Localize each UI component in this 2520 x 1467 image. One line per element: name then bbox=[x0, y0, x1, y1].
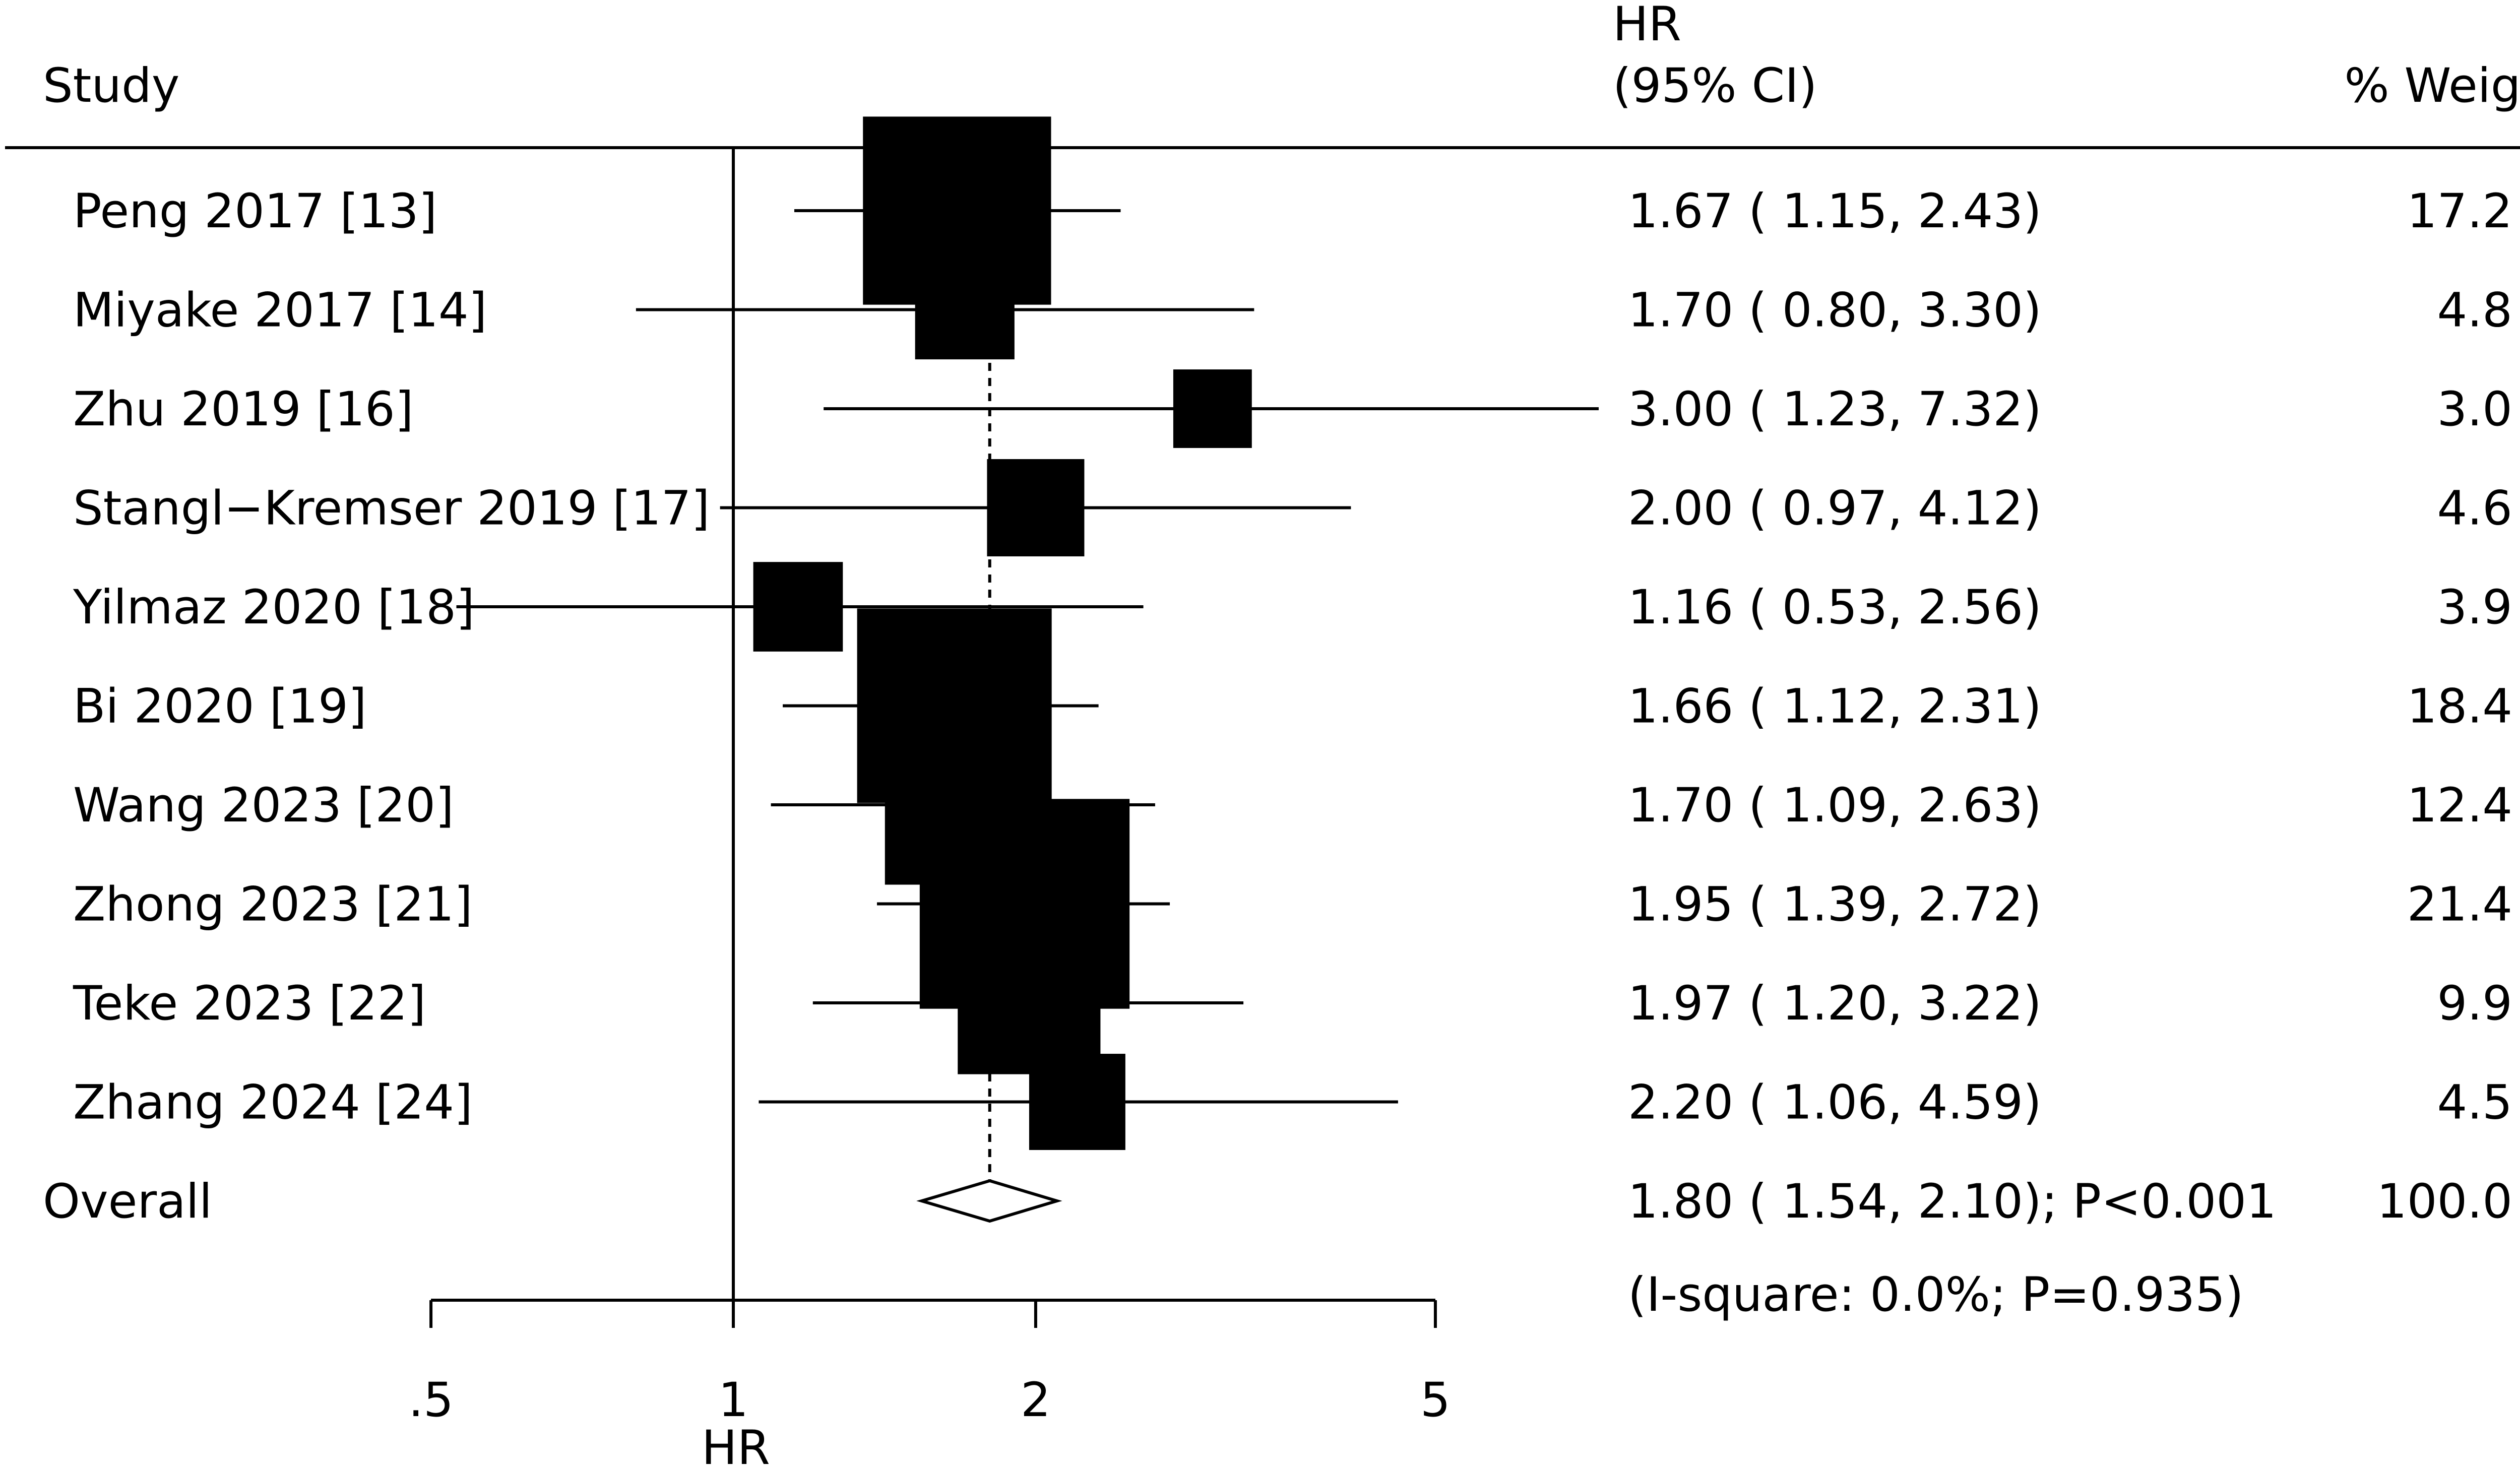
study-ci-text: 1.67 ( 1.15, 2.43) bbox=[1628, 184, 2042, 239]
study-box bbox=[915, 260, 1015, 360]
study-label: Teke 2023 [22] bbox=[73, 976, 426, 1031]
x-tick-label: .5 bbox=[408, 1373, 454, 1428]
study-box bbox=[958, 931, 1101, 1074]
study-ci-text: 1.16 ( 0.53, 2.56) bbox=[1628, 580, 2042, 635]
study-label: Zhang 2024 [24] bbox=[73, 1075, 473, 1130]
overall-weight: 100.0 bbox=[2377, 1174, 2512, 1229]
study-label: Yilmaz 2020 [18] bbox=[73, 580, 475, 635]
x-tick-label: 5 bbox=[1420, 1373, 1451, 1428]
header-effect-line1: HR bbox=[1613, 0, 1681, 52]
study-ci-text: 2.00 ( 0.97, 4.12) bbox=[1628, 481, 2042, 536]
header-study: Study bbox=[43, 58, 179, 113]
study-weight: 4.5 bbox=[2437, 1075, 2513, 1130]
study-weight: 3.9 bbox=[2437, 580, 2513, 635]
study-ci-text: 1.70 ( 1.09, 2.63) bbox=[1628, 778, 2042, 833]
study-weight: 9.9 bbox=[2437, 976, 2513, 1031]
study-weight: 3.0 bbox=[2437, 382, 2513, 437]
study-ci-text: 1.70 ( 0.80, 3.30) bbox=[1628, 283, 2042, 338]
study-box bbox=[753, 562, 843, 652]
study-box bbox=[987, 459, 1085, 557]
study-weight: 21.4 bbox=[2407, 877, 2512, 932]
study-label: Peng 2017 [13] bbox=[73, 184, 437, 239]
study-label: Wang 2023 [20] bbox=[73, 778, 454, 833]
header-weight: % Weight bbox=[2344, 58, 2520, 113]
study-ci-text: 1.97 ( 1.20, 3.22) bbox=[1628, 976, 2042, 1031]
study-ci-text: 1.66 ( 1.12, 2.31) bbox=[1628, 679, 2042, 734]
study-box bbox=[1029, 1054, 1125, 1150]
study-ci-text: 1.95 ( 1.39, 2.72) bbox=[1628, 877, 2042, 932]
study-label: Stangl−Kremser 2019 [17] bbox=[73, 481, 710, 536]
overall-ci-text: 1.80 ( 1.54, 2.10); P<0.001 bbox=[1628, 1174, 2277, 1229]
study-weight: 12.4 bbox=[2407, 778, 2512, 833]
study-ci-text: 3.00 ( 1.23, 7.32) bbox=[1628, 382, 2042, 437]
x-tick-label: 2 bbox=[1021, 1373, 1051, 1428]
study-ci-text: 2.20 ( 1.06, 4.59) bbox=[1628, 1075, 2042, 1130]
x-tick-label: 1 bbox=[718, 1373, 748, 1428]
study-label: Zhu 2019 [16] bbox=[73, 382, 414, 437]
study-box bbox=[1173, 369, 1252, 448]
study-label: Zhong 2023 [21] bbox=[73, 877, 473, 932]
study-label: Miyake 2017 [14] bbox=[73, 283, 487, 338]
study-label: Bi 2020 [19] bbox=[73, 679, 367, 734]
study-weight: 17.2 bbox=[2407, 184, 2512, 239]
study-weight: 4.8 bbox=[2437, 283, 2513, 338]
header-effect-line2: (95% CI) bbox=[1613, 58, 1817, 113]
heterogeneity-text: (I-square: 0.0%; P=0.935) bbox=[1628, 1267, 2244, 1322]
overall-label: Overall bbox=[43, 1174, 212, 1229]
x-axis-label: HR bbox=[702, 1421, 770, 1467]
study-weight: 4.6 bbox=[2437, 481, 2513, 536]
study-weight: 18.4 bbox=[2407, 679, 2512, 734]
overall-diamond bbox=[916, 1179, 1062, 1223]
